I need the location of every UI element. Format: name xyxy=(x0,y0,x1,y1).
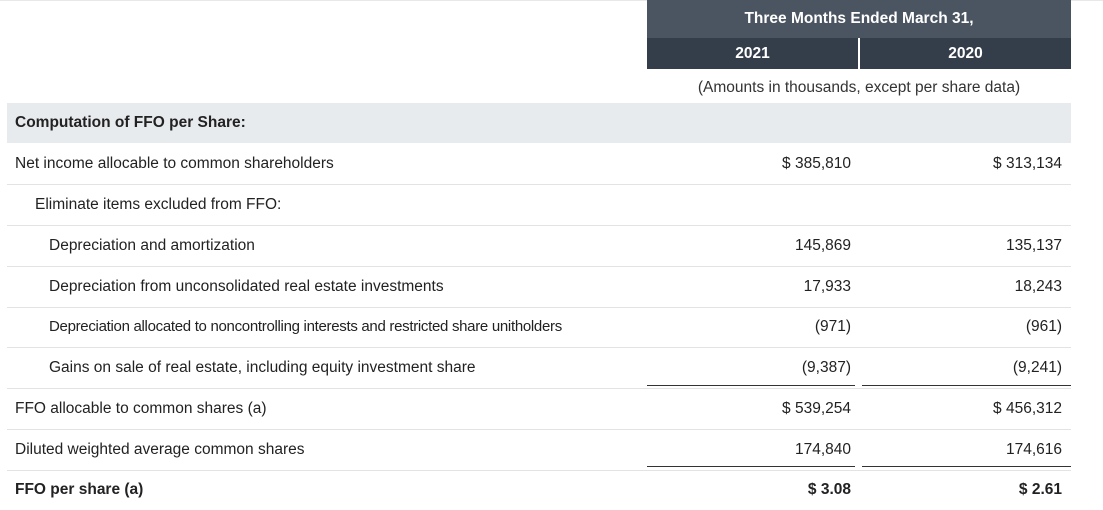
table-row: FFO allocable to common shares (a) $ 539… xyxy=(7,389,1071,430)
top-border xyxy=(0,0,1103,1)
value-2020: 18,243 xyxy=(1014,278,1062,295)
period-header-label: Three Months Ended March 31, xyxy=(744,10,974,27)
year-header-divider xyxy=(858,38,860,69)
value-2020: $ 2.61 xyxy=(1018,481,1062,498)
period-header: Three Months Ended March 31, xyxy=(647,0,1071,38)
table-row: Depreciation allocated to noncontrolling… xyxy=(7,307,1071,348)
value-2020: 174,616 xyxy=(1005,441,1062,458)
table-row: Depreciation and amortization 145,869 13… xyxy=(7,226,1071,267)
table-row: Diluted weighted average common shares 1… xyxy=(7,430,1071,471)
row-label: FFO per share (a) xyxy=(15,481,144,498)
subtotal-rule-2020 xyxy=(862,385,1071,386)
total-rule-2020 xyxy=(862,466,1071,467)
value-2021: $ 539,254 xyxy=(782,400,851,417)
value-2020: 135,137 xyxy=(1005,237,1062,254)
table-row: Net income allocable to common sharehold… xyxy=(7,144,1071,185)
row-label: Diluted weighted average common shares xyxy=(15,441,305,458)
table-row: FFO per share (a) $ 3.08 $ 2.61 xyxy=(7,470,1071,510)
year-header-2020: 2020 xyxy=(860,38,1071,69)
subtotal-rule-2021 xyxy=(647,385,855,386)
row-label: Gains on sale of real estate, including … xyxy=(49,359,476,376)
value-2020: (961) xyxy=(1025,318,1062,335)
total-rule-2021 xyxy=(647,466,855,467)
row-label: Depreciation allocated to noncontrolling… xyxy=(49,318,562,335)
year-label: 2020 xyxy=(948,44,983,62)
value-2020: $ 313,134 xyxy=(993,155,1062,172)
table-row: Depreciation from unconsolidated real es… xyxy=(7,267,1071,308)
units-note: (Amounts in thousands, except per share … xyxy=(697,79,1021,96)
row-label: Eliminate items excluded from FFO: xyxy=(35,196,282,213)
year-label: 2021 xyxy=(735,44,770,62)
value-2021: (971) xyxy=(814,318,851,335)
value-2021: 17,933 xyxy=(803,278,851,295)
value-2020: (9,241) xyxy=(1012,359,1062,376)
row-label: Net income allocable to common sharehold… xyxy=(15,155,334,172)
table-row: Gains on sale of real estate, including … xyxy=(7,348,1071,389)
row-label: Depreciation from unconsolidated real es… xyxy=(49,278,444,295)
section-title: Computation of FFO per Share: xyxy=(15,114,246,131)
row-label: FFO allocable to common shares (a) xyxy=(15,400,267,417)
value-2021: $ 385,810 xyxy=(782,155,851,172)
table-row: Eliminate items excluded from FFO: xyxy=(7,185,1071,226)
year-header-2021: 2021 xyxy=(647,38,858,69)
value-2021: 174,840 xyxy=(794,441,851,458)
row-label: Depreciation and amortization xyxy=(49,237,255,254)
value-2021: (9,387) xyxy=(801,359,851,376)
value-2020: $ 456,312 xyxy=(993,400,1062,417)
section-title-row: Computation of FFO per Share: xyxy=(7,103,1071,143)
value-2021: 145,869 xyxy=(794,237,851,254)
value-2021: $ 3.08 xyxy=(807,481,851,498)
